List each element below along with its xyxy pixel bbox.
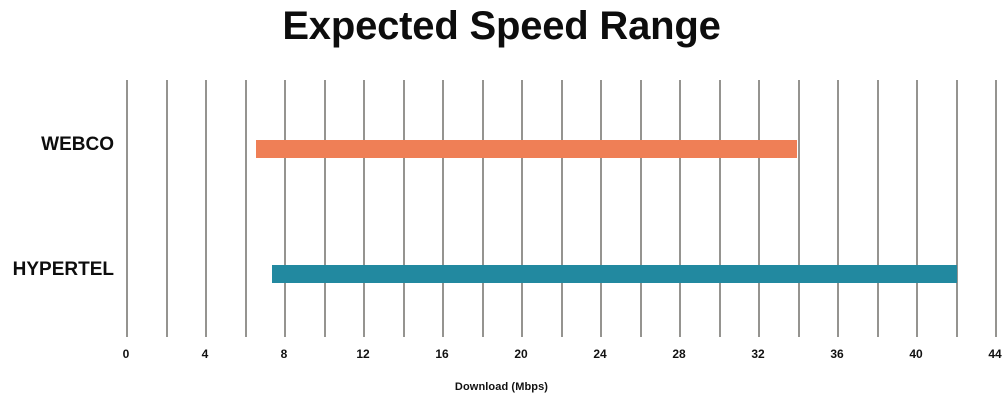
x-tick-label: 12 (356, 347, 370, 361)
gridline (797, 80, 800, 337)
gridline (244, 80, 247, 337)
gridline (363, 80, 365, 337)
x-tick-label: 16 (435, 347, 449, 361)
gridline (323, 80, 326, 337)
gridline (284, 80, 286, 337)
x-tick-label: 8 (280, 347, 288, 361)
x-tick-label: 40 (909, 347, 923, 361)
x-tick-label: 20 (514, 347, 528, 361)
x-axis-title: Download (Mbps) (454, 381, 549, 393)
gridline (165, 80, 168, 337)
gridline (639, 80, 642, 337)
x-tick-label: 28 (672, 347, 686, 361)
x-tick-label: 32 (751, 347, 765, 361)
gridline (758, 80, 760, 337)
gridline (442, 80, 444, 337)
range-bar-webco (256, 140, 798, 158)
gridline (600, 80, 602, 337)
gridline (205, 80, 207, 337)
gridline (718, 80, 721, 337)
x-tick-label: 4 (201, 347, 209, 361)
category-label-webco: WEBCO (41, 134, 114, 155)
range-bar-hypertel (272, 265, 958, 283)
gridline (876, 80, 879, 337)
category-label-hypertel: HYPERTEL (12, 259, 114, 280)
gridline (837, 80, 839, 337)
x-tick-label: 24 (593, 347, 607, 361)
plot-area (126, 80, 997, 337)
gridline (916, 80, 918, 337)
x-tick-label: 36 (830, 347, 844, 361)
gridline (402, 80, 405, 337)
x-tick-label: 44 (988, 347, 1002, 361)
gridline (126, 80, 128, 337)
gridline (679, 80, 681, 337)
gridline (560, 80, 563, 337)
gridline (481, 80, 484, 337)
gridline (521, 80, 523, 337)
x-tick-label: 0 (122, 347, 130, 361)
gridline (995, 80, 997, 337)
chart-title: Expected Speed Range (282, 4, 721, 48)
gridline (955, 80, 958, 337)
